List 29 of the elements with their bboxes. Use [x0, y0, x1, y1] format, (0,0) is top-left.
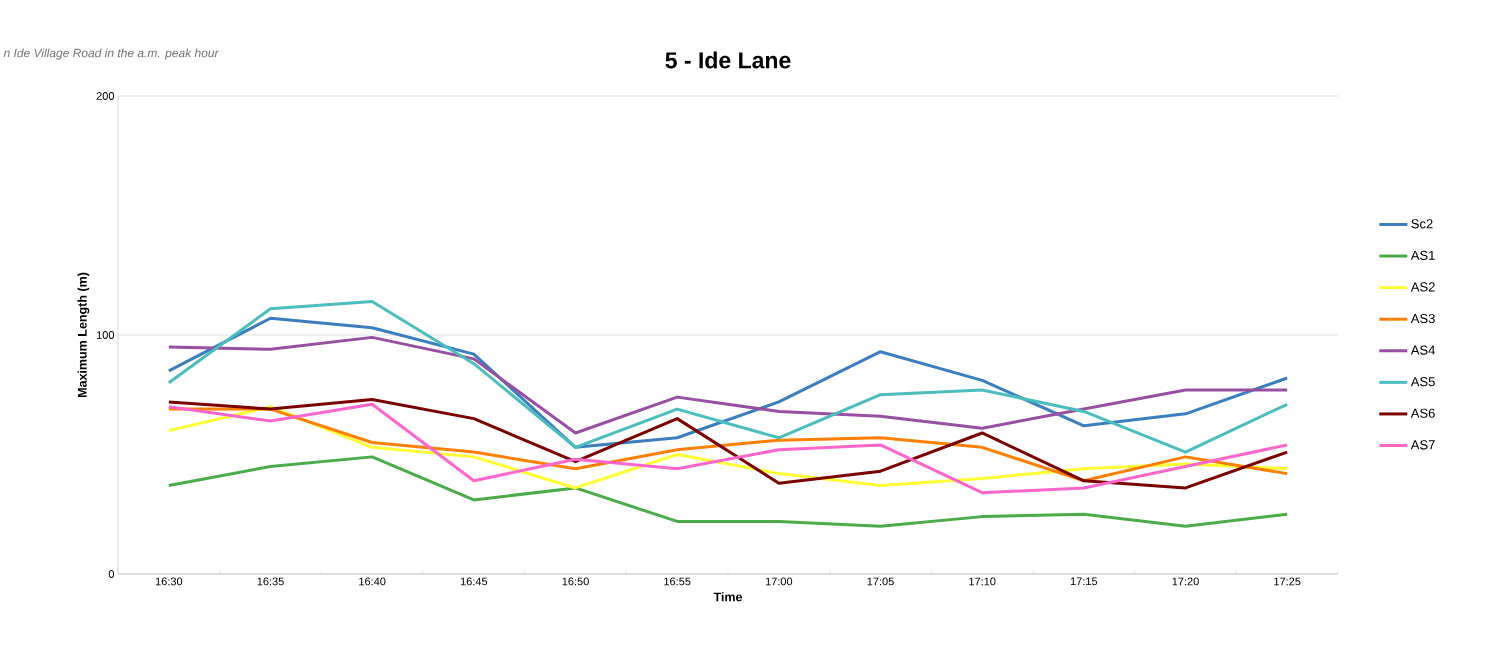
chart-title: 5 - Ide Lane: [665, 51, 791, 69]
legend-label: AS3: [1410, 313, 1435, 324]
x-tick-label: 16:40: [359, 577, 386, 586]
x-tick-label: 17:05: [867, 577, 894, 586]
x-axis-title: Time: [713, 592, 743, 602]
legend-label: Sc2: [1411, 219, 1433, 229]
legend-label: AS5: [1410, 377, 1435, 387]
x-tick-label: 17:20: [1172, 577, 1199, 586]
x-tick-label: 16:45: [460, 577, 488, 586]
y-axis-title: Maximum Length (m): [77, 272, 90, 397]
x-tick-label: 16:50: [562, 577, 589, 586]
y-tick-label: 100: [96, 331, 115, 339]
y-tick-label: 0: [108, 570, 115, 578]
x-tick-label: 16:30: [155, 577, 183, 586]
x-tick-label: 17:10: [969, 577, 996, 586]
legend-label: AS2: [1410, 282, 1435, 292]
x-tick-label: 17:15: [1070, 577, 1098, 586]
legend-label: AS7: [1410, 440, 1435, 450]
legend-label: AS4: [1410, 345, 1435, 355]
x-tick-label: 16:55: [664, 577, 691, 586]
y-tick-label: 200: [96, 92, 115, 100]
x-tick-label: 17:25: [1274, 577, 1301, 586]
legend-label: AS6: [1410, 408, 1435, 418]
line-series: [167, 335, 1289, 435]
line-series: [167, 455, 1289, 528]
x-tick-label: 17:00: [765, 577, 793, 586]
legend-label: AS1: [1410, 250, 1435, 260]
text: n Ide Village Road in the a.m. peak hour: [3, 48, 219, 60]
x-tick-label: 16:35: [257, 577, 284, 586]
